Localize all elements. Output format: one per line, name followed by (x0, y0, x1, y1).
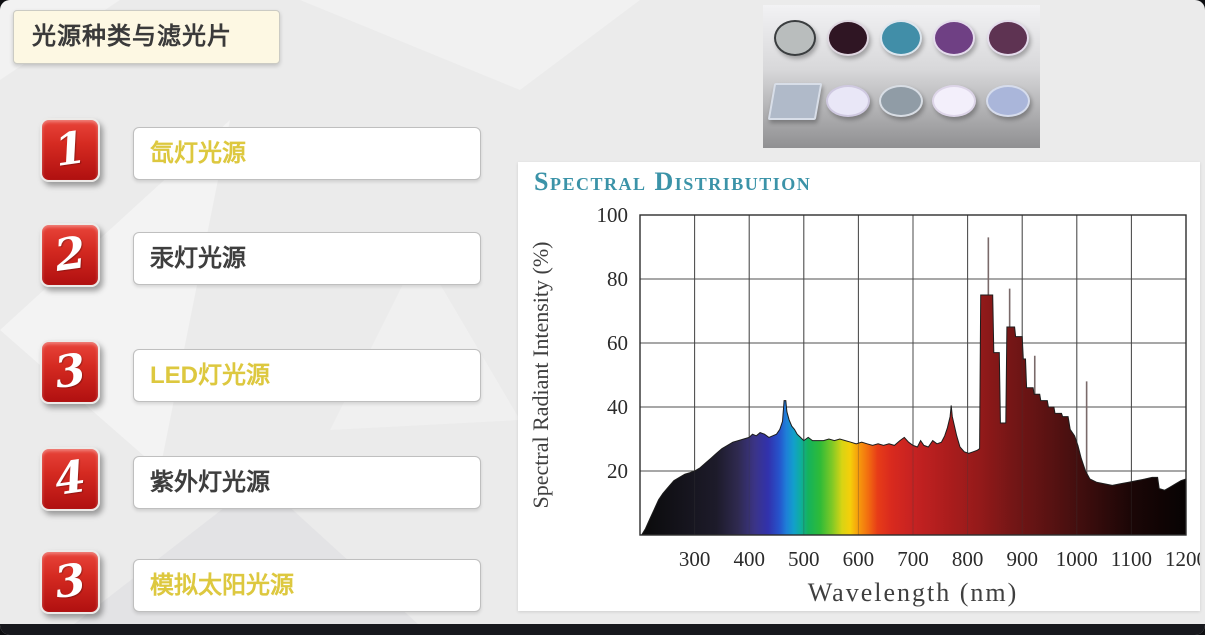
purple-filter (933, 20, 975, 56)
svg-text:700: 700 (897, 547, 929, 571)
list-item: 3 LED灯光源 (40, 340, 481, 406)
item-label: 氙灯光源 (150, 140, 246, 167)
svg-text:500: 500 (788, 547, 820, 571)
list-item: 1 氙灯光源 (40, 118, 481, 184)
svg-text:Wavelength (nm): Wavelength (nm) (808, 578, 1019, 607)
svg-text:100: 100 (597, 203, 629, 227)
list-item: 3 模拟太阳光源 (40, 550, 481, 616)
item-number: 1 (51, 122, 89, 177)
item-label: 汞灯光源 (150, 245, 246, 272)
svg-text:900: 900 (1006, 547, 1037, 571)
list-item: 4 紫外灯光源 (40, 447, 481, 513)
svg-text:80: 80 (607, 267, 628, 291)
bottom-bar (0, 624, 1205, 635)
item-label-box: 紫外灯光源 (133, 456, 481, 509)
item-number: 4 (51, 451, 89, 506)
item-label-box: 汞灯光源 (133, 232, 481, 285)
white-filter (932, 85, 976, 117)
periwinkle-filter (986, 85, 1030, 117)
list-item: 2 汞灯光源 (40, 223, 481, 289)
svg-text:800: 800 (952, 547, 984, 571)
gray-blue-filter (879, 85, 923, 117)
slide-title: 光源种类与滤光片 (32, 23, 232, 50)
svg-text:600: 600 (843, 547, 875, 571)
svg-text:1100: 1100 (1111, 547, 1152, 571)
item-number-badge: 2 (40, 223, 100, 287)
item-number: 3 (51, 554, 89, 609)
svg-text:20: 20 (607, 459, 628, 483)
gray-nd-filter (774, 20, 816, 56)
item-label: 模拟太阳光源 (150, 572, 294, 599)
dark-maroon-filter (827, 20, 869, 56)
svg-text:400: 400 (733, 547, 765, 571)
spectral-distribution-chart: 20 40 60 80 100 300 400 500 600 700 800 900 1000 1100… (528, 203, 1200, 607)
svg-text:60: 60 (607, 331, 628, 355)
item-number-badge: 1 (40, 118, 100, 182)
slide-title-box: 光源种类与滤光片 (13, 10, 280, 64)
item-label: LED灯光源 (150, 362, 270, 389)
item-label-box: LED灯光源 (133, 349, 481, 402)
teal-filter (880, 20, 922, 56)
item-number: 3 (51, 344, 89, 399)
svg-text:Spectral Radiant Intensity (%): Spectral Radiant Intensity (%) (528, 242, 553, 509)
item-label: 紫外灯光源 (150, 469, 270, 496)
item-number: 2 (51, 227, 89, 282)
filters-photo (763, 5, 1040, 148)
item-number-badge: 3 (40, 340, 100, 404)
spectral-chart-panel: Spectral Distribution 20 40 60 80 100 300 400 5… (518, 162, 1200, 611)
svg-text:1200: 1200 (1165, 547, 1200, 571)
chart-title: Spectral Distribution (534, 167, 812, 196)
plum-filter (987, 20, 1029, 56)
svg-text:40: 40 (607, 395, 628, 419)
item-number-badge: 3 (40, 550, 100, 614)
item-label-box: 模拟太阳光源 (133, 559, 481, 612)
svg-text:300: 300 (679, 547, 711, 571)
pale-lavender-filter (826, 85, 870, 117)
svg-text:1000: 1000 (1056, 547, 1098, 571)
item-label-box: 氙灯光源 (133, 127, 481, 180)
square-glass-plate (767, 82, 823, 120)
item-number-badge: 4 (40, 447, 100, 511)
